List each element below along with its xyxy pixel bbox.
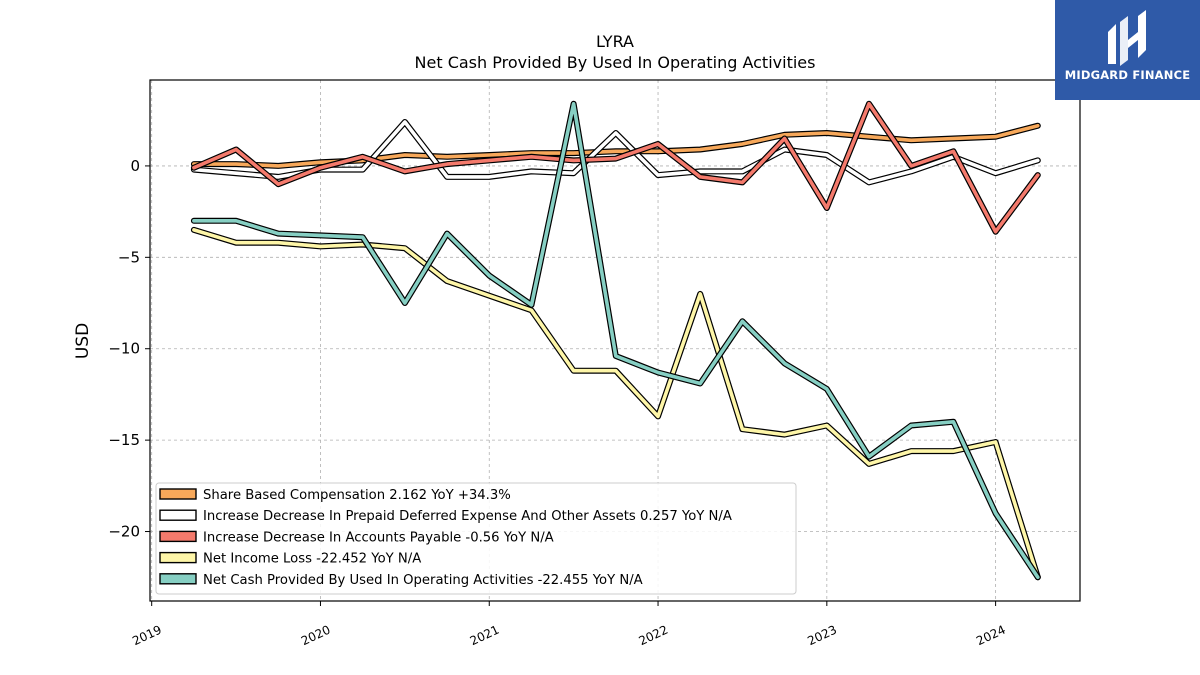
y-tick-label: −10 — [108, 340, 140, 358]
series-line-increase-decrease-in-prepaid-deferred-expense-and-other-assets — [192, 120, 1040, 185]
legend-entry-label: Increase Decrease In Prepaid Deferred Ex… — [203, 509, 732, 524]
legend-swatch — [159, 573, 197, 585]
legend-swatch — [159, 551, 197, 564]
chart-subtitle: Net Cash Provided By Used In Operating A… — [415, 53, 816, 72]
series-lines — [190, 100, 1041, 581]
x-tick-label: 2020 — [299, 623, 333, 649]
legend-entry-label: Share Based Compensation 2.162 YoY +34.3… — [203, 488, 511, 503]
x-tick-label: 2023 — [805, 623, 839, 649]
x-tick-label: 2019 — [130, 623, 164, 649]
x-tick-label: 2024 — [974, 623, 1008, 649]
legend-entry-label: Net Income Loss -22.452 YoY N/A — [203, 552, 421, 567]
legend-entry-label: Net Cash Provided By Used In Operating A… — [203, 573, 643, 588]
midgard-logo-icon — [1108, 10, 1146, 66]
y-tick-label: −15 — [108, 431, 140, 449]
y-tick-label: −5 — [118, 248, 140, 266]
legend-entry-label: Increase Decrease In Accounts Payable -0… — [203, 530, 554, 545]
legend-swatch — [159, 530, 197, 543]
legend: Share Based Compensation 2.162 YoY +34.3… — [155, 482, 797, 595]
series-line-net-income-loss — [192, 228, 1040, 580]
chart-title: LYRA — [596, 32, 634, 51]
series-line-increase-decrease-in-accounts-payable — [192, 102, 1040, 234]
brand-name: MIDGARD FINANCE — [1064, 68, 1191, 82]
x-tick-label: 2021 — [468, 623, 502, 649]
brand-logo: MIDGARD FINANCE — [1055, 0, 1200, 100]
y-tick-label: −20 — [108, 523, 140, 541]
y-tick-label: 0 — [130, 157, 140, 175]
legend-swatch — [159, 509, 197, 521]
plot-frame — [149, 79, 1081, 602]
y-axis-label: USD — [73, 323, 93, 359]
legend-swatch — [159, 488, 197, 500]
legend-box — [155, 482, 797, 595]
series-line-net-cash-provided-by-used-in-operating-activities — [192, 102, 1040, 580]
x-tick-label: 2022 — [637, 623, 671, 649]
